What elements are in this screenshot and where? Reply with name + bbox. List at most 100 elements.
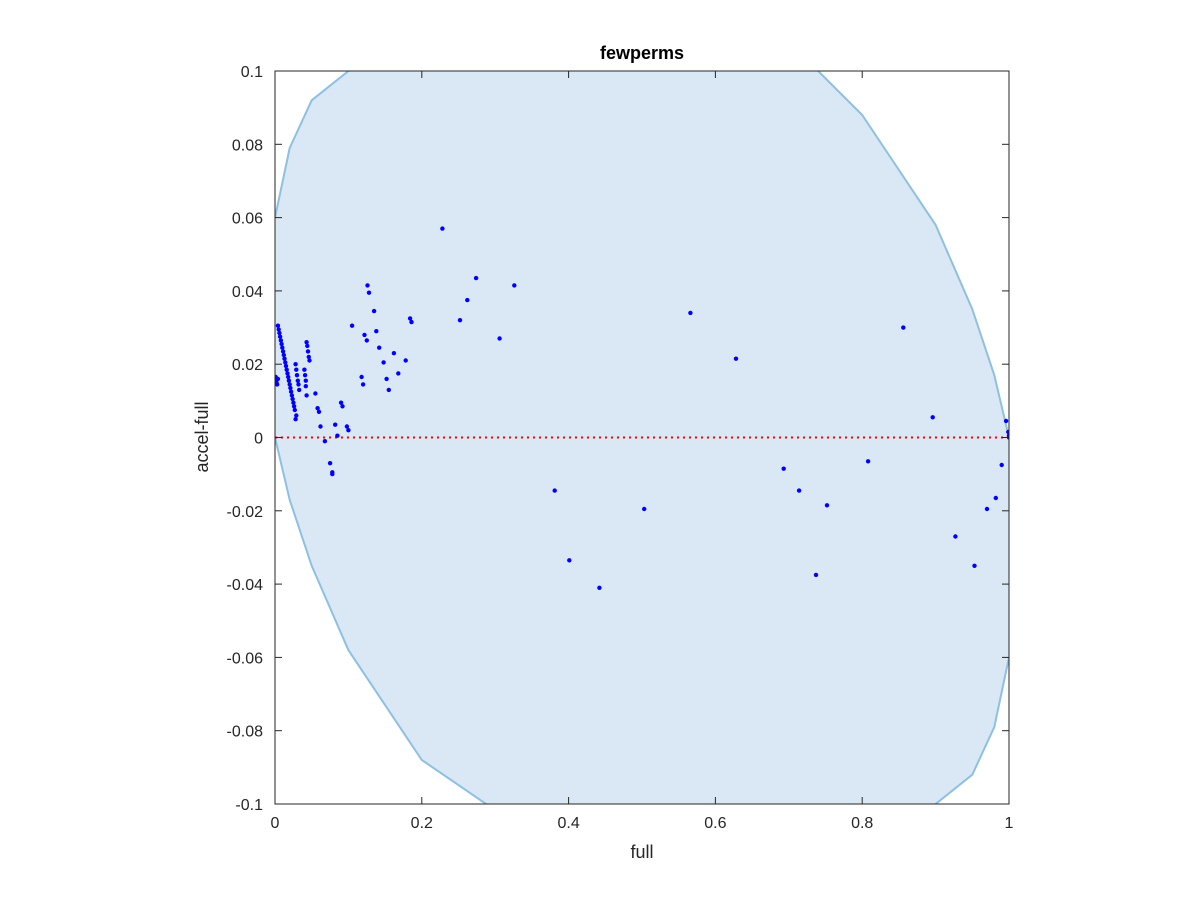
x-tick-label: 0.6 (704, 815, 726, 832)
data-point (292, 407, 297, 413)
x-tick-label: 0.8 (851, 815, 873, 832)
data-point (322, 439, 328, 444)
data-point (304, 340, 309, 345)
data-point (305, 349, 311, 354)
data-point (497, 336, 502, 341)
data-point (391, 351, 397, 356)
data-point (306, 354, 311, 360)
data-point (313, 391, 318, 396)
x-tick-label: 1 (1005, 815, 1014, 832)
data-point (993, 495, 998, 501)
data-point (285, 371, 290, 376)
data-point (281, 352, 286, 358)
data-point (688, 310, 693, 316)
data-point (338, 400, 344, 405)
data-point (275, 376, 281, 382)
data-point (291, 404, 297, 409)
y-tick-label: 0 (254, 431, 263, 448)
y-axis-title: accel-full (192, 401, 212, 472)
y-tick-label: 0.04 (232, 284, 263, 301)
data-point (642, 506, 647, 512)
data-point (302, 373, 308, 378)
data-point (294, 373, 300, 378)
data-point (333, 422, 338, 427)
data-points-layer (275, 226, 1009, 590)
data-point (294, 367, 299, 372)
data-point (302, 367, 307, 372)
data-point (359, 374, 364, 380)
y-tick-label: 0.06 (232, 211, 263, 228)
data-point (279, 341, 284, 347)
data-point (384, 376, 389, 382)
data-point (296, 382, 301, 387)
axis-ticks-layer: 0 0.2 0.4 0.6 0.8 1 -0.1 -0.08 -0.06 -0.04 -0.02 0 0… (227, 64, 1014, 832)
data-point (295, 378, 300, 383)
x-tick-label: 0 (271, 815, 280, 832)
data-point (289, 393, 295, 398)
data-point (284, 367, 289, 372)
data-point (283, 363, 289, 369)
y-tick-label: 0.02 (232, 357, 263, 374)
data-point (315, 406, 320, 411)
data-point (318, 424, 323, 429)
data-point (330, 471, 335, 477)
y-tick-label: -0.08 (227, 724, 264, 741)
data-point (294, 413, 299, 418)
x-axis-title: full (630, 842, 653, 862)
data-point (297, 387, 302, 393)
data-point (293, 362, 298, 367)
data-point (283, 360, 288, 365)
data-point (366, 290, 372, 295)
region-upper-boundary (275, 71, 1009, 438)
data-point (364, 338, 369, 343)
data-point (362, 332, 367, 338)
data-point (276, 327, 281, 332)
data-point (374, 329, 379, 334)
y-tick-label: 0.08 (232, 137, 263, 154)
region-lower-boundary (275, 437, 1009, 804)
y-tick-label: -0.06 (227, 650, 264, 667)
data-point (305, 343, 310, 349)
data-point (327, 461, 333, 466)
data-point (930, 415, 935, 420)
data-point (824, 503, 830, 508)
data-point (346, 428, 351, 433)
data-point (371, 308, 377, 314)
chart-title: fewperms (600, 43, 684, 63)
data-point (567, 558, 572, 563)
data-point (316, 409, 322, 414)
data-point (465, 297, 470, 303)
x-tick-label: 0.2 (411, 815, 433, 832)
data-point (457, 318, 463, 323)
data-point (409, 319, 414, 325)
data-point (335, 433, 340, 438)
data-point (597, 585, 602, 590)
data-point (813, 572, 819, 578)
y-tick-label: -0.1 (235, 797, 263, 814)
data-point (304, 393, 309, 398)
data-point (365, 283, 370, 288)
data-point (286, 374, 291, 380)
data-point (381, 360, 386, 365)
data-point (984, 506, 990, 512)
data-point (277, 334, 283, 339)
data-point (286, 378, 292, 383)
data-point (512, 283, 517, 288)
data-point (473, 275, 479, 281)
data-point (377, 345, 382, 350)
data-point (403, 358, 408, 363)
data-point (282, 356, 287, 361)
data-point (287, 382, 292, 387)
data-point (972, 563, 977, 568)
data-point (275, 323, 281, 328)
data-point (386, 387, 391, 393)
data-point (733, 356, 739, 361)
data-point (865, 459, 871, 464)
data-point (290, 396, 295, 402)
data-point (344, 424, 350, 429)
data-point (999, 462, 1004, 468)
data-point (1003, 418, 1009, 424)
data-point (277, 330, 282, 336)
